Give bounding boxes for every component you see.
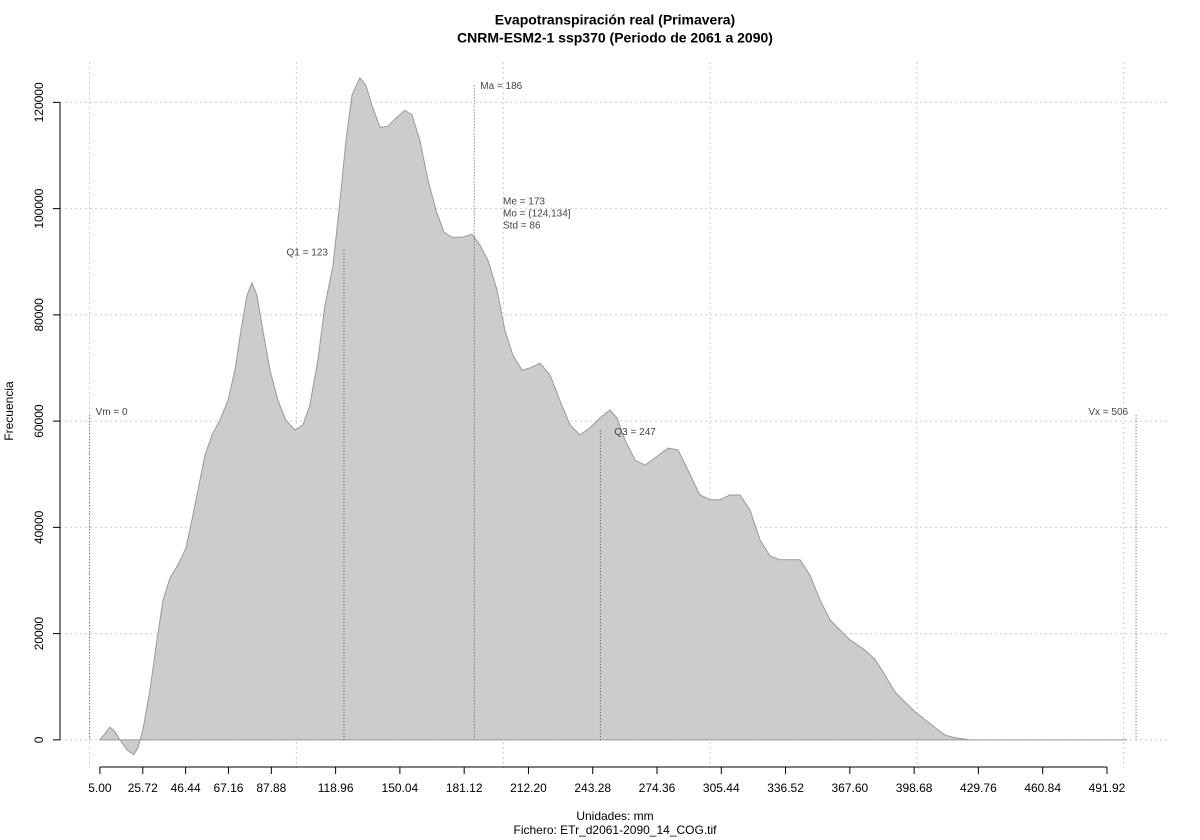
y-axis-label: Frecuencia [2, 381, 16, 441]
x-tick-label: 5.00 [88, 781, 112, 795]
y-tick-label: 80000 [32, 298, 46, 332]
y-tick-label: 100000 [32, 188, 46, 228]
x-tick-label: 274.36 [639, 781, 676, 795]
x-tick-label: 460.84 [1024, 781, 1061, 795]
y-tick-label: 40000 [32, 510, 46, 544]
marker-label: Vx = 506 [1088, 407, 1128, 418]
x-tick-label: 336.52 [767, 781, 804, 795]
x-tick-label: 150.04 [382, 781, 419, 795]
x-tick-label: 87.88 [256, 781, 286, 795]
marker-label: Vm = 0 [96, 407, 128, 418]
x-tick-label: 243.28 [574, 781, 611, 795]
x-tick-label: 212.20 [510, 781, 547, 795]
x-tick-label: 398.68 [896, 781, 933, 795]
y-tick-label: 20000 [32, 617, 46, 651]
x-axis-label: Unidades: mm [576, 809, 653, 823]
marker-label: Q3 = 247 [614, 427, 656, 438]
x-tick-label: 181.12 [446, 781, 483, 795]
y-tick-label: 0 [32, 736, 46, 743]
y-tick-label: 60000 [32, 404, 46, 438]
x-tick-label: 118.96 [318, 781, 354, 795]
caption: Fichero: ETr_d2061-2090_14_COG.tif [514, 823, 718, 837]
stat-label: Std = 86 [503, 221, 541, 232]
x-tick-label: 67.16 [213, 781, 243, 795]
density-area [98, 76, 1127, 756]
marker-label: Q1 = 123 [287, 248, 329, 259]
x-tick-label: 46.44 [171, 781, 201, 795]
x-tick-label: 25.72 [128, 781, 158, 795]
marker-label: Ma = 186 [480, 81, 522, 92]
x-tick-label: 429.76 [960, 781, 997, 795]
y-tick-label: 120000 [32, 82, 46, 122]
stat-label: Me = 173 [503, 197, 545, 208]
x-tick-label: 305.44 [703, 781, 740, 795]
x-tick-label: 491.92 [1089, 781, 1126, 795]
chart-title: Evapotranspiración real (Primavera) [495, 12, 735, 28]
x-tick-label: 367.60 [831, 781, 868, 795]
chart-subtitle: CNRM-ESM2-1 ssp370 (Periodo de 2061 a 20… [457, 30, 773, 46]
stat-label: Mo = (124,134] [503, 209, 571, 220]
